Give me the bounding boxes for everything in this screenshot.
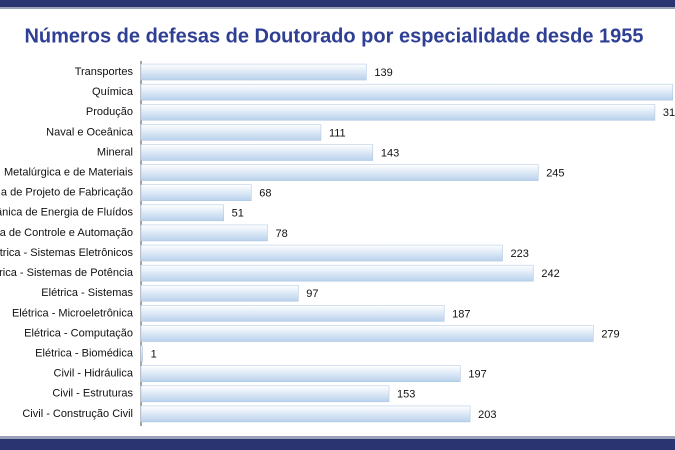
value-label: 203 bbox=[478, 409, 496, 421]
bar bbox=[140, 164, 539, 181]
value-label: 187 bbox=[452, 308, 470, 320]
y-tick-label: Civil - Estruturas bbox=[52, 388, 133, 400]
y-tick-label: Transportes bbox=[75, 66, 134, 78]
bar bbox=[140, 184, 252, 201]
value-label: 153 bbox=[397, 389, 415, 401]
y-tick-label: Civil - Hidráulica bbox=[54, 368, 134, 380]
y-tick-label: Elétrica - Sistemas bbox=[41, 287, 133, 299]
bar bbox=[140, 325, 594, 342]
y-tick-label: Produção bbox=[86, 106, 133, 118]
y-tick-label: Civil - Construção Civil bbox=[22, 408, 133, 420]
value-label: 245 bbox=[546, 168, 564, 180]
value-label: 317 bbox=[663, 107, 675, 119]
bar bbox=[140, 385, 390, 403]
bottom-rule bbox=[0, 436, 675, 439]
bottom-band bbox=[0, 439, 675, 450]
y-tick-label: Elétrica - Microeletrônica bbox=[12, 307, 134, 319]
value-label: 197 bbox=[468, 369, 486, 381]
y-tick-label: Naval e Oceânica bbox=[46, 126, 134, 138]
y-tick-label: Química bbox=[92, 86, 134, 98]
y-tick-label: étrica - Sistemas Eletrônicos bbox=[0, 247, 133, 259]
value-label: 1 bbox=[151, 349, 157, 361]
value-label: 242 bbox=[541, 268, 559, 280]
y-tick-label: Elétrica - Computação bbox=[24, 327, 133, 339]
value-label: 111 bbox=[329, 127, 346, 139]
bar bbox=[140, 244, 503, 262]
bar bbox=[140, 63, 367, 81]
bar bbox=[140, 104, 656, 121]
bar bbox=[140, 204, 224, 222]
bar bbox=[140, 83, 674, 101]
value-label: 139 bbox=[374, 67, 392, 79]
y-tick-label: Elétrica - Biomédica bbox=[35, 348, 134, 360]
bar bbox=[140, 365, 461, 382]
y-tick-label: a de Controle e Automação bbox=[0, 227, 133, 239]
y-tick-label: a de Projeto de Fabricação bbox=[1, 187, 133, 199]
bar bbox=[140, 264, 534, 282]
value-label: 223 bbox=[511, 248, 529, 260]
value-label: 97 bbox=[306, 288, 318, 300]
y-tick-label: Metalúrgica e de Materiais bbox=[4, 167, 134, 179]
bar bbox=[140, 144, 374, 161]
bar bbox=[140, 285, 299, 302]
value-label: 78 bbox=[275, 228, 287, 240]
bar bbox=[140, 124, 322, 141]
value-label: 279 bbox=[601, 328, 619, 340]
chart-title: Números de defesas de Doutorado por espe… bbox=[24, 25, 643, 47]
top-band bbox=[0, 0, 675, 7]
value-label: 143 bbox=[381, 147, 399, 159]
bar bbox=[140, 345, 143, 362]
y-tick-label: rica - Sistemas de Potência bbox=[0, 267, 134, 279]
top-rule bbox=[0, 7, 675, 9]
value-label: 68 bbox=[259, 188, 271, 200]
y-tick-label: ânica de Energia de Fluídos bbox=[0, 207, 133, 219]
value-label: 51 bbox=[232, 208, 244, 220]
bar bbox=[140, 405, 471, 423]
bar bbox=[140, 305, 445, 322]
bar bbox=[140, 224, 268, 242]
y-tick-label: Mineral bbox=[97, 146, 133, 158]
